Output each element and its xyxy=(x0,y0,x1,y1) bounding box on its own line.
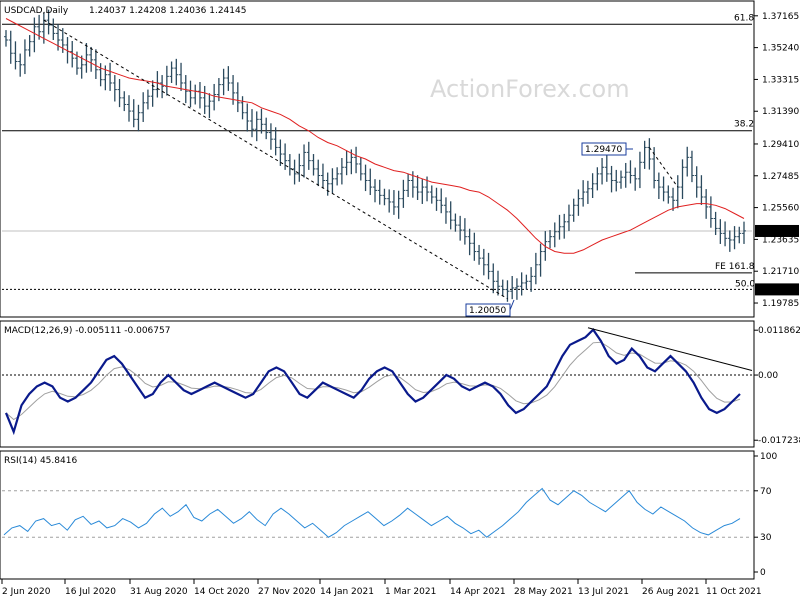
watermark: ActionForex.com xyxy=(430,75,630,103)
fib-level-label: 50.0 xyxy=(735,279,755,289)
price-tick-label: 1.33315 xyxy=(762,75,799,85)
price-annotation-label: 1.29470 xyxy=(585,145,622,155)
fib-level-label: 61.8 xyxy=(734,13,754,23)
level-badge-label: 1.20610 xyxy=(758,285,795,295)
x-tick-label: 14 Jan 2021 xyxy=(320,587,374,597)
price-layer: 61.8 38.2 50.0 FE 161.8 1.29470 1.20050 xyxy=(2,9,755,317)
macd-tick-label: -0.017238 xyxy=(758,436,800,446)
last-price-label: 1.24145 xyxy=(758,227,795,237)
level-badge xyxy=(755,283,799,296)
rsi-tick-label: 100 xyxy=(760,452,777,462)
rsi-y-axis: 100 70 30 0 xyxy=(754,452,777,578)
macd-layer xyxy=(2,327,753,436)
macd-line xyxy=(4,327,741,436)
rsi-line xyxy=(3,487,741,538)
price-tick-label: 1.23635 xyxy=(762,235,799,245)
rsi-layer xyxy=(2,487,752,538)
last-price-badge xyxy=(755,224,799,237)
macd-y-axis: 0.011862 0.00 -0.017238 xyxy=(754,326,800,446)
fib-level-label: FE 161.8 xyxy=(715,262,755,272)
price-annotation-label: 1.20050 xyxy=(469,306,506,316)
macd-title: MACD(12,26,9) -0.005111 -0.006757 xyxy=(4,326,170,336)
price-tick-label: 1.29410 xyxy=(762,140,799,150)
price-tick-label: 1.31390 xyxy=(762,107,799,117)
x-tick-label: 14 Oct 2020 xyxy=(194,587,250,597)
price-tick-label: 1.21710 xyxy=(762,267,799,277)
price-tick-label: 1.27485 xyxy=(762,172,799,182)
x-tick-label: 13 Jul 2021 xyxy=(578,587,629,597)
x-tick-label: 26 Aug 2021 xyxy=(642,587,700,597)
macd-signal-line xyxy=(5,341,741,421)
price-ohlc: 1.24037 1.24208 1.24036 1.24145 xyxy=(89,6,246,16)
dashed-trendline xyxy=(648,147,679,188)
macd-trendline xyxy=(587,327,753,371)
annotation-leader xyxy=(509,299,515,311)
macd-tick-label: 0.00 xyxy=(758,371,778,381)
x-tick-label: 14 Apr 2021 xyxy=(450,587,506,597)
price-panel-frame xyxy=(0,0,755,318)
x-axis: 2 Jun 2020 16 Jul 2020 31 Aug 2020 14 Oct 2… xyxy=(1,579,762,597)
x-tick-label: 28 May 2021 xyxy=(514,587,573,597)
rsi-title: RSI(14) 45.8416 xyxy=(4,456,77,466)
price-title: USDCAD,Daily xyxy=(4,6,69,16)
rsi-tick-label: 0 xyxy=(760,568,766,578)
x-tick-label: 31 Aug 2020 xyxy=(130,587,188,597)
price-y-axis: 1.37165 1.35240 1.33315 1.31390 1.29410 1.274… xyxy=(754,12,799,309)
rsi-tick-label: 70 xyxy=(760,487,772,497)
x-tick-label: 27 Nov 2020 xyxy=(258,587,316,597)
macd-tick-label: 0.011862 xyxy=(758,326,800,336)
price-tick-label: 1.37165 xyxy=(762,12,799,22)
fib-level-label: 38.2 xyxy=(734,120,754,130)
price-tick-label: 1.19785 xyxy=(762,299,799,309)
x-tick-label: 16 Jul 2020 xyxy=(65,587,116,597)
dashed-trendline xyxy=(43,19,508,300)
price-tick-label: 1.25560 xyxy=(762,204,799,214)
x-tick-label: 11 Oct 2021 xyxy=(706,587,762,597)
macd-panel-frame xyxy=(0,320,755,448)
moving-average-line xyxy=(5,18,745,254)
x-tick-label: 2 Jun 2020 xyxy=(2,587,51,597)
x-tick-label: 1 Mar 2021 xyxy=(385,587,436,597)
price-tick-label: 1.35240 xyxy=(762,44,799,54)
rsi-panel-frame xyxy=(0,450,755,580)
rsi-tick-label: 30 xyxy=(760,533,772,543)
